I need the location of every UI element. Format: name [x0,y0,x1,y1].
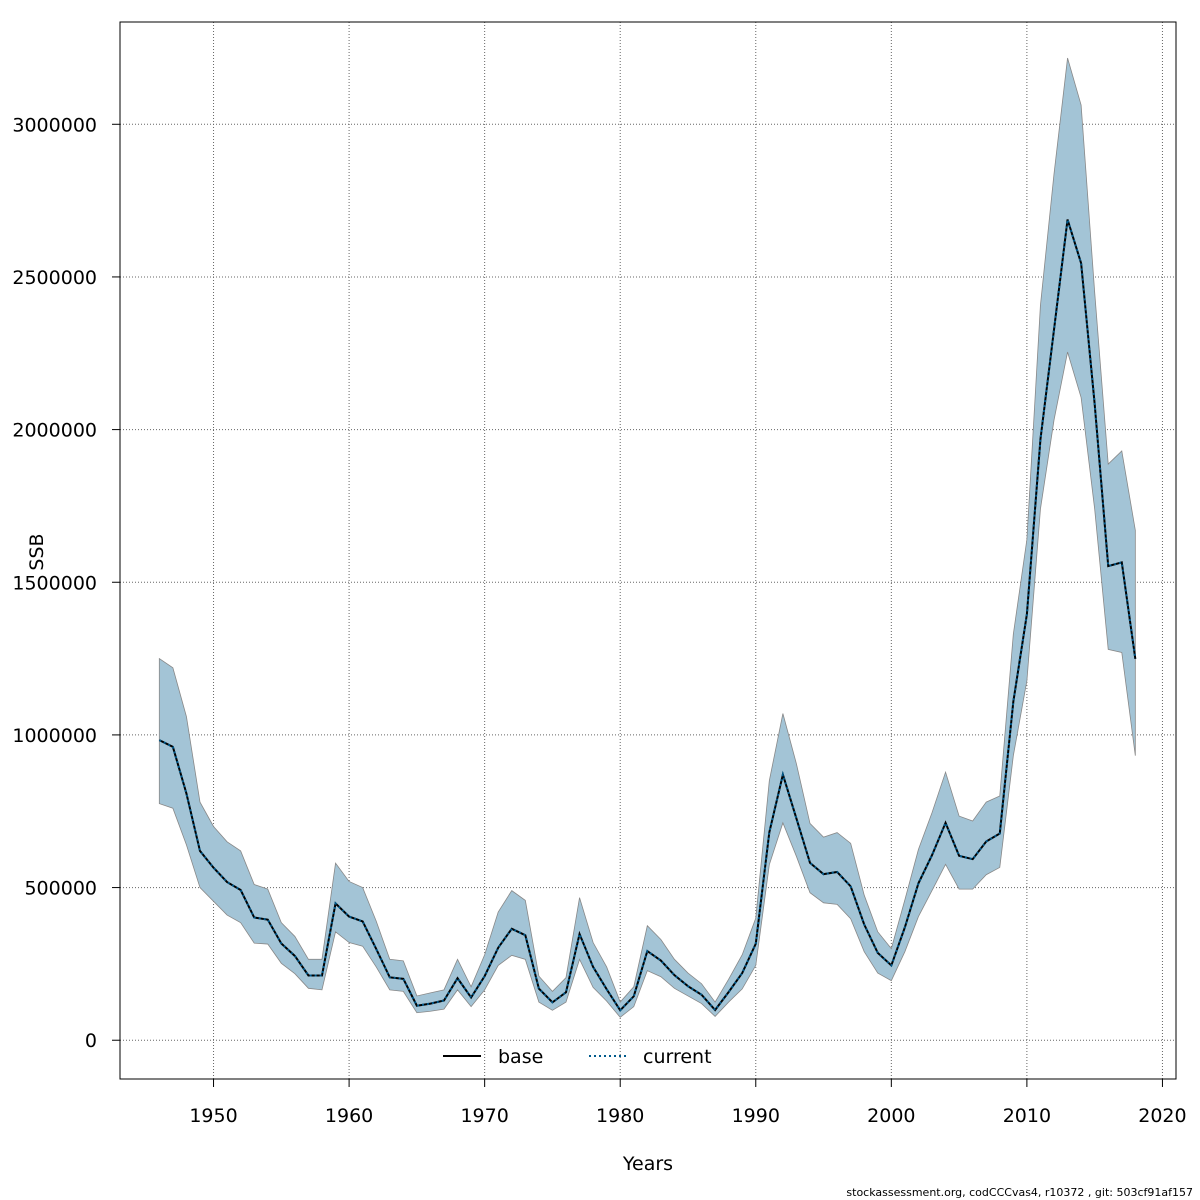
y-tick-label-2500000: 2500000 [12,267,97,289]
x-tick-label-1950: 1950 [189,1105,237,1127]
y-tick-label-500000: 500000 [24,878,97,900]
x-tick-label-2020: 2020 [1138,1105,1186,1127]
x-tick-label-1980: 1980 [596,1105,644,1127]
y-tick-label-0: 0 [85,1030,97,1052]
y-tick-label-3000000: 3000000 [12,114,97,136]
x-tick-label-1990: 1990 [732,1105,780,1127]
y-axis-ticks: 0 500000 1000000 1500000 2000000 2500000 30000… [12,114,120,1052]
x-tick-label-1960: 1960 [325,1105,373,1127]
legend: base current [443,1046,712,1068]
legend-label-current: current [643,1046,712,1068]
y-tick-label-1000000: 1000000 [12,725,97,747]
footer-provenance: stockassessment.org, codCCCvas4, r10372 … [846,1186,1193,1199]
x-axis-title: Years [622,1153,673,1175]
x-tick-label-2000: 2000 [867,1105,915,1127]
y-axis-title: SSB [26,533,48,570]
legend-label-base: base [498,1046,543,1068]
plot-frame [119,21,1177,1080]
series-line-current [158,219,1137,1012]
x-axis-ticks: 1950 1960 1970 1980 1990 2000 2010 2020 [189,1079,1187,1127]
y-tick-label-1500000: 1500000 [12,572,97,594]
y-tick-label-2000000: 2000000 [12,420,97,442]
x-tick-label-2010: 2010 [1003,1105,1051,1127]
confidence-band-layer [158,57,1136,1018]
x-tick-label-1970: 1970 [460,1105,508,1127]
confidence-band [158,57,1136,1018]
series-line-layer [158,219,1137,1012]
